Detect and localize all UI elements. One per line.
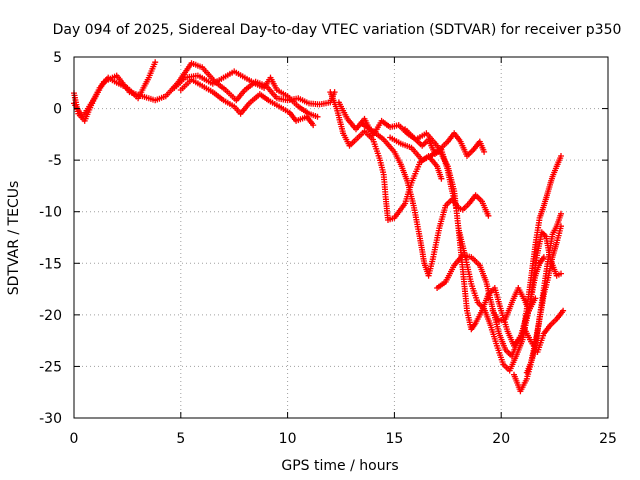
data-point [438,175,445,182]
plot-frame [73,56,609,419]
x-tick-label: 10 [279,431,297,447]
series-track-10 [434,252,567,360]
y-tick-label: -25 [39,359,62,375]
chart-title: Day 094 of 2025, Sidereal Day-to-day VTE… [53,22,622,38]
grid-layer [74,57,608,418]
data-point [314,113,321,120]
data-point [558,153,564,159]
data-point [152,59,159,66]
series-track-7 [359,121,462,279]
series-track-4 [177,76,317,129]
data-point [558,270,564,277]
data-point [481,148,488,155]
y-tick-label: 5 [53,50,62,66]
y-tick-label: -5 [48,153,62,169]
x-tick-label: 20 [492,431,510,447]
x-tick-label: 25 [599,431,617,447]
y-tick-label: -30 [39,411,62,427]
x-axis-label: GPS time / hours [281,458,398,474]
points-layer [71,59,567,395]
series-track-15 [523,223,564,376]
y-tick-label: -10 [39,205,62,221]
data-point [558,210,564,217]
data-point [310,122,317,129]
series-track-3 [171,68,321,120]
data-point [560,307,567,314]
data-point [558,223,564,230]
y-tick-label: -20 [39,308,62,324]
series-track-8 [387,130,488,164]
y-tick-label: 0 [53,102,62,118]
x-tick-label: 0 [70,431,79,447]
x-tick-label: 5 [176,431,185,447]
y-tick-label: -15 [39,256,62,272]
y-axis-label: SDTVAR / TECUs [6,181,22,296]
x-tick-label: 15 [385,431,403,447]
series-track-14 [519,153,564,341]
ticks-layer: 0 5 10 15 20 25 5 0 -5 -10 -15 -20 -25 -30 [39,50,617,447]
data-point [485,212,492,219]
